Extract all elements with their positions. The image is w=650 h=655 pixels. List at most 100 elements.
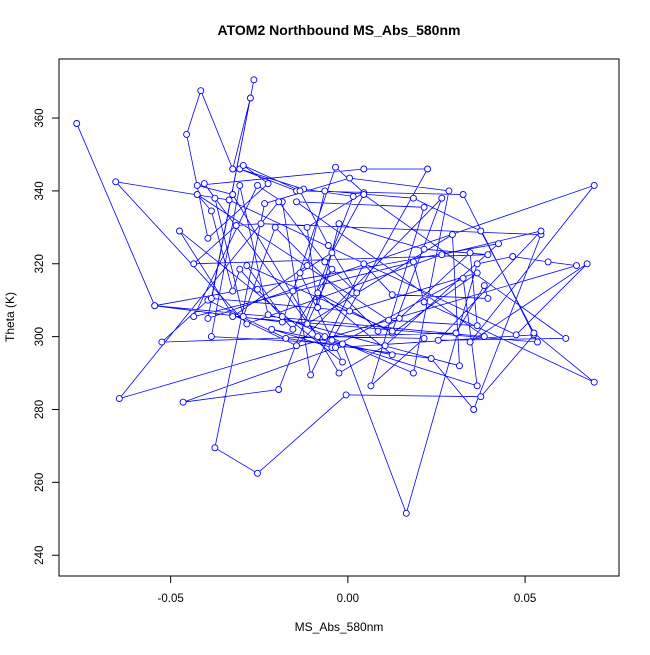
data-point xyxy=(424,165,432,173)
data-point xyxy=(243,262,251,270)
data-point xyxy=(112,178,120,186)
data-point xyxy=(296,187,304,195)
data-point xyxy=(324,242,332,249)
data-point xyxy=(268,325,276,333)
data-point xyxy=(225,196,233,204)
y-tick-label: 360 xyxy=(34,108,46,127)
data-point xyxy=(477,227,485,235)
data-point xyxy=(229,287,237,295)
data-point xyxy=(254,469,261,477)
data-point xyxy=(342,391,350,399)
data-point xyxy=(427,355,435,362)
data-point xyxy=(282,334,290,342)
data-point xyxy=(193,191,201,198)
data-point xyxy=(254,181,261,189)
data-point xyxy=(420,203,428,211)
data-point xyxy=(349,192,357,200)
data-point xyxy=(583,260,591,268)
data-point xyxy=(466,338,474,346)
data-point xyxy=(448,231,456,239)
data-point xyxy=(303,320,311,328)
data-point xyxy=(360,165,368,173)
data-point xyxy=(473,260,481,268)
data-point xyxy=(239,161,247,169)
data-point xyxy=(296,269,304,277)
data-point xyxy=(353,289,361,297)
data-point xyxy=(264,311,272,319)
data-point xyxy=(420,298,428,306)
data-point xyxy=(229,165,237,173)
data-point xyxy=(314,304,322,311)
data-point xyxy=(456,362,463,370)
chart-title: ATOM2 Northbound MS_Abs_580nm xyxy=(218,22,461,38)
data-point xyxy=(211,194,219,202)
y-tick-label: 340 xyxy=(34,181,46,200)
data-point xyxy=(275,386,283,393)
data-point xyxy=(289,287,297,295)
data-point xyxy=(73,120,81,127)
data-point xyxy=(303,262,311,270)
data-point xyxy=(183,130,191,138)
plot-frame xyxy=(58,58,620,577)
y-tick-label: 260 xyxy=(34,473,46,492)
data-point xyxy=(385,316,393,324)
data-point xyxy=(459,274,467,282)
data-point xyxy=(207,207,215,215)
x-axis: -0.05 0.00 0.05 xyxy=(158,576,536,605)
data-point xyxy=(200,180,208,188)
data-point xyxy=(360,191,368,198)
data-point xyxy=(250,76,258,84)
data-point xyxy=(562,334,570,342)
data-point xyxy=(395,314,403,322)
data-point xyxy=(445,187,453,195)
data-point xyxy=(534,338,541,346)
data-point xyxy=(321,258,329,266)
data-point xyxy=(293,342,300,350)
data-point xyxy=(271,223,279,231)
data-point xyxy=(470,406,478,413)
data-point xyxy=(512,331,520,339)
data-point xyxy=(339,340,346,348)
data-point xyxy=(537,227,545,235)
data-point xyxy=(307,371,315,379)
data-point xyxy=(328,265,336,273)
y-tick-label: 320 xyxy=(34,254,46,273)
data-point xyxy=(544,258,552,266)
data-point xyxy=(332,163,339,171)
data-point xyxy=(409,369,417,377)
data-point xyxy=(480,333,488,341)
x-tick-label: 0.00 xyxy=(337,593,359,605)
data-point xyxy=(204,234,212,242)
data-point xyxy=(339,358,346,366)
data-point xyxy=(207,294,215,302)
data-point xyxy=(190,313,198,321)
data-point xyxy=(332,344,339,352)
x-tick-label: -0.05 xyxy=(158,593,184,605)
data-point xyxy=(509,253,517,260)
y-axis: 240 260 280 300 320 340 360 xyxy=(34,108,59,565)
data-point xyxy=(303,223,311,231)
data-point xyxy=(229,313,237,321)
data-point xyxy=(466,249,474,257)
data-point xyxy=(193,181,201,189)
data-point xyxy=(459,191,467,198)
data-point xyxy=(176,227,183,235)
data-point xyxy=(321,333,329,341)
data-point xyxy=(420,334,428,342)
data-point xyxy=(335,369,343,377)
data-point xyxy=(438,251,446,259)
data-point xyxy=(590,378,598,386)
data-point xyxy=(473,269,481,277)
data-point xyxy=(374,327,382,335)
data-point xyxy=(495,240,502,248)
data-point xyxy=(232,222,240,229)
data-point xyxy=(278,313,286,321)
data-point xyxy=(289,325,297,333)
data-point xyxy=(473,382,481,390)
data-point xyxy=(590,181,598,189)
y-tick-label: 240 xyxy=(34,546,46,565)
data-point xyxy=(388,327,396,335)
data-point xyxy=(388,351,396,359)
